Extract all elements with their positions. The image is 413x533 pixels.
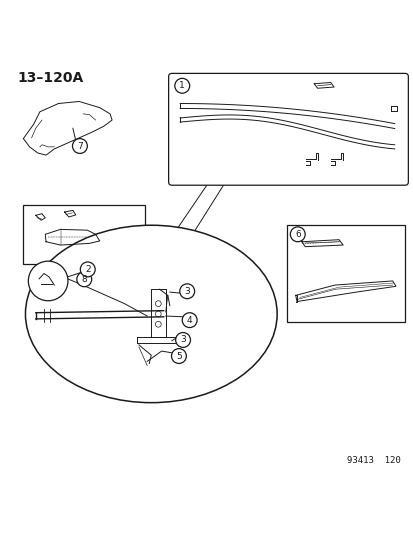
Text: 2: 2	[85, 265, 90, 274]
Text: 3: 3	[180, 335, 185, 344]
Circle shape	[182, 313, 197, 328]
Circle shape	[175, 333, 190, 348]
Circle shape	[290, 227, 304, 242]
Text: 1: 1	[179, 81, 185, 90]
Circle shape	[72, 139, 87, 154]
Text: 4: 4	[186, 316, 192, 325]
Text: 93413  120: 93413 120	[347, 456, 400, 465]
Text: 5: 5	[176, 352, 181, 360]
FancyBboxPatch shape	[168, 74, 407, 185]
Circle shape	[80, 262, 95, 277]
Circle shape	[171, 349, 186, 364]
Circle shape	[179, 284, 194, 298]
Bar	[287, 225, 404, 322]
Text: 6: 6	[294, 230, 300, 239]
Text: 13–120A: 13–120A	[17, 70, 83, 85]
Text: 8: 8	[81, 275, 87, 284]
Text: 3: 3	[184, 287, 190, 296]
Circle shape	[77, 272, 91, 287]
Ellipse shape	[25, 225, 276, 402]
Circle shape	[28, 261, 68, 301]
Bar	[23, 205, 145, 264]
Circle shape	[174, 78, 189, 93]
Text: 7: 7	[77, 142, 83, 150]
